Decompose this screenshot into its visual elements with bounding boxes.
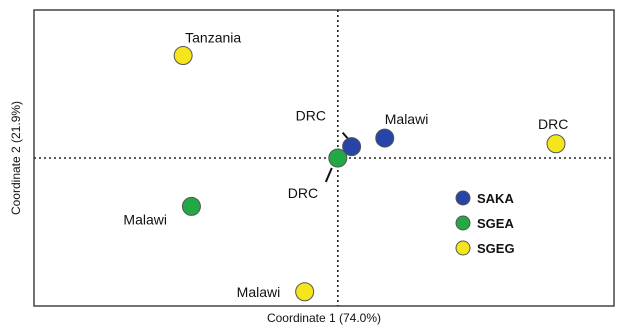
legend-label-sgea: SGEA xyxy=(477,216,514,231)
data-point-sgea-malawi xyxy=(181,196,201,216)
data-point-sgeg-tanzania xyxy=(173,46,193,66)
legend-marker-saka xyxy=(455,190,471,206)
point-label: DRC xyxy=(288,185,318,201)
legend: SAKA SGEA SGEG xyxy=(455,190,515,256)
point-label: Malawi xyxy=(385,111,429,127)
data-points xyxy=(173,46,566,302)
data-point-sgeg-malawi xyxy=(295,282,315,302)
point-label: DRC xyxy=(538,116,568,132)
point-labels: DRC Malawi DRC Malawi Tanzania DRC Malawi xyxy=(123,30,568,300)
x-axis-title: Coordinate 1 (74.0%) xyxy=(267,311,381,325)
legend-label-sgeg: SGEG xyxy=(477,241,515,256)
point-label: Tanzania xyxy=(185,30,241,46)
leader-line xyxy=(324,167,333,183)
legend-label-saka: SAKA xyxy=(477,191,514,206)
y-axis-title: Coordinate 2 (21.9%) xyxy=(9,101,23,215)
data-point-sgea-drc xyxy=(328,148,348,168)
data-point-sgeg-drc xyxy=(546,134,566,154)
point-label: DRC xyxy=(296,108,326,124)
point-label: Malawi xyxy=(123,211,167,227)
data-point-saka-drc xyxy=(342,137,362,157)
legend-marker-sgeg xyxy=(455,240,471,256)
point-label: Malawi xyxy=(237,284,281,300)
data-point-saka-malawi xyxy=(375,128,395,148)
legend-marker-sgea xyxy=(455,215,471,231)
